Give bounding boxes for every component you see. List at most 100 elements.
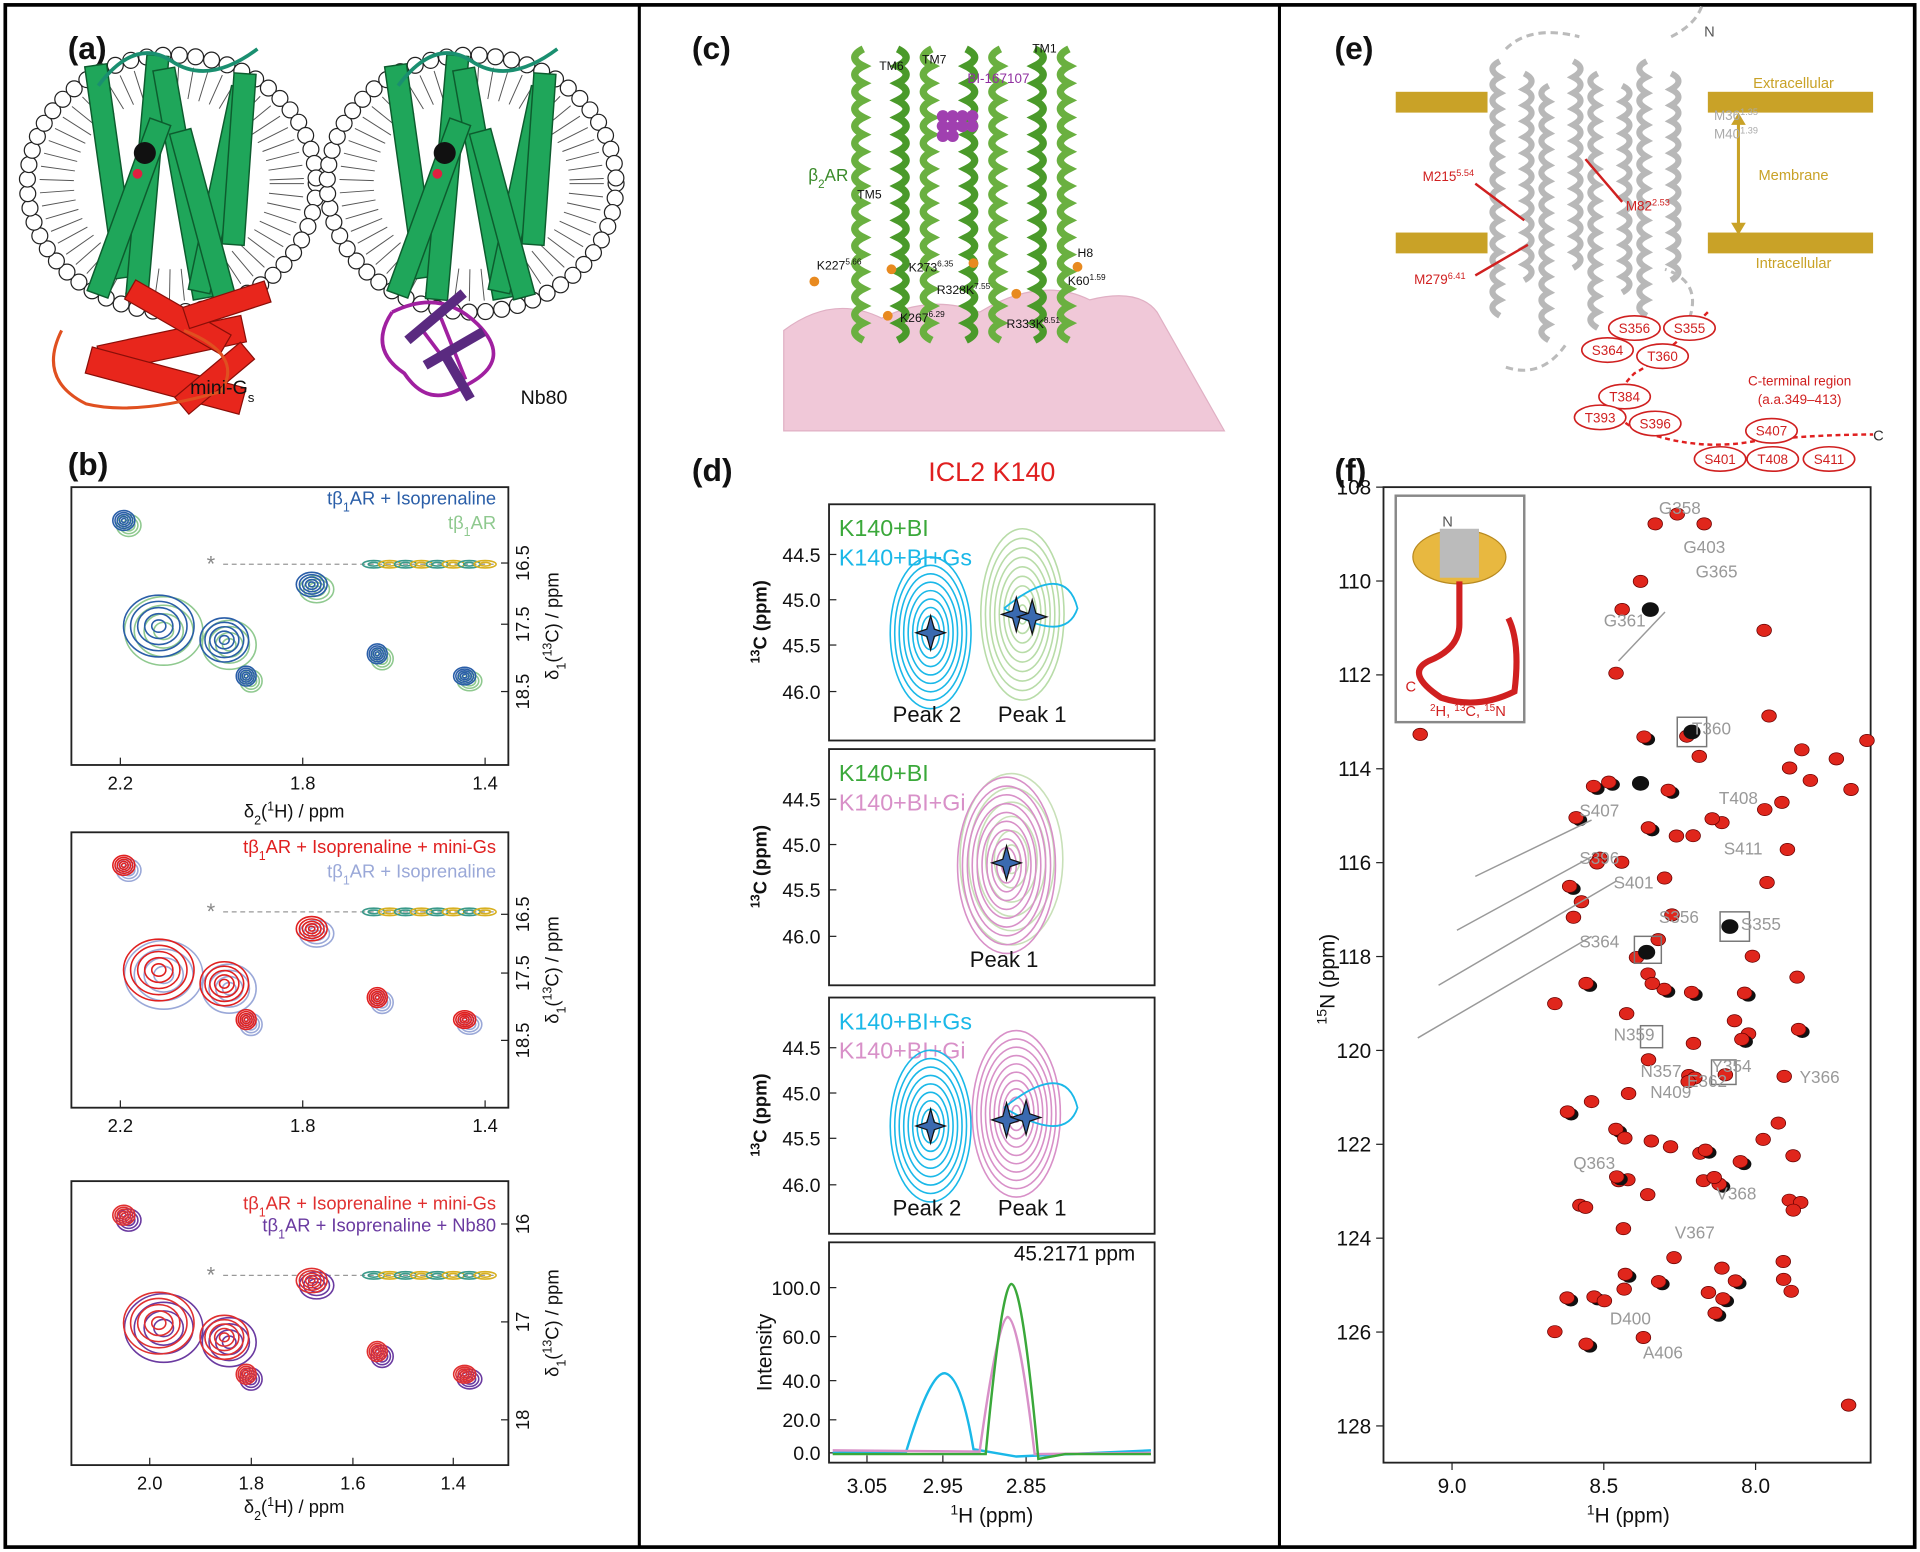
y-tick-label: 120 [1337,1040,1372,1063]
lipid-tail [39,189,75,194]
lipid-head [354,90,372,108]
trace-frame [828,1241,1156,1464]
site-marker [1628,410,1682,437]
site-marker [1662,314,1716,342]
legend-entry: K140+BI [839,760,929,786]
x-tick-label: 1.6 [340,1473,366,1494]
contour [237,1365,255,1383]
y-tick-label: 18.5 [512,674,533,710]
y-tick-label: 45.0 [782,590,820,612]
helix-label: TM5 [857,187,882,201]
ligand-atom [936,119,949,133]
peak-label: Y354 [1712,1056,1752,1076]
contour [204,621,245,659]
peak-label: S407 [1579,800,1619,820]
peak [1790,1022,1807,1036]
contour [898,572,963,693]
x-axis-label: δ2(1H) / ppm [244,800,345,828]
y-tick-label: 18.5 [512,1023,533,1059]
contour [889,1049,972,1203]
lipid-head [58,263,76,281]
lipid-tail [568,192,604,198]
lipid-head [493,300,511,318]
contour [893,564,968,702]
peak-label: N359 [1614,1024,1655,1044]
contour [208,625,240,654]
y-tick-label: 16.5 [512,896,533,932]
label-part: K60 [1068,274,1090,288]
lipid-head [318,170,336,188]
legend-entry: tβ1AR + Isoprenaline + mini-Gs [243,836,496,863]
contour [136,950,181,990]
lipid-tail [365,234,394,255]
label-part: ( [542,657,563,663]
peak [1789,970,1805,984]
contour [304,1274,319,1287]
plot-frame [70,486,510,766]
ligand-atom [432,168,443,179]
contour [235,1008,257,1031]
y-axis-label: δ1(13C) / ppm [541,572,569,679]
peak [1608,666,1624,680]
site-marker [1802,445,1856,473]
receptor-helix [1636,58,1654,319]
contour [374,994,381,1001]
y-tick-label: 44.5 [782,1038,820,1060]
peak [1666,1251,1682,1265]
residue-label: M401.39 [1714,125,1758,141]
peak-box [1719,911,1751,942]
y-axis-label: 13C (ppm) [749,1073,771,1156]
contour [239,1012,253,1027]
x-tick-label: 1.4 [472,1115,498,1136]
contour [971,802,1042,928]
lipid-tail [557,127,589,144]
contour [301,576,322,593]
peak [1596,1294,1613,1308]
contour [295,915,328,942]
label-part: ( [261,1496,267,1517]
label-part: 1 [555,663,569,670]
peak-label: G365 [1696,562,1738,582]
contour [241,671,251,681]
peak [1785,1149,1801,1163]
peak [1668,829,1685,843]
label-part: 1 [278,1227,285,1241]
contour [967,787,1056,932]
label-part: 5.54 [1456,168,1474,178]
peak-label: Peak 1 [970,947,1039,972]
lipid-tail [265,151,300,162]
contour [459,1015,470,1024]
peak [1785,1203,1802,1217]
lipid-tail [419,75,434,105]
lipid-tail [566,202,601,211]
label-part: 1 [267,1495,274,1509]
lipid-tail [269,177,304,181]
inset-tail [1415,581,1520,706]
outer-border [3,3,1917,1549]
contour [204,965,245,1003]
contour [243,1016,249,1023]
label-part: K267 [900,311,929,325]
contour [452,666,477,686]
site-marker [1598,383,1652,410]
peak [1683,724,1701,740]
panel-label: (a) [68,30,107,66]
lipid-head [538,284,556,302]
nanobody-strand [438,348,475,402]
label-part: K273 [909,261,938,275]
x-axis-label: δ2(1H) / ppm [244,1495,345,1523]
site-label: S356 [1619,321,1650,336]
contour [295,1267,328,1294]
contour [993,1071,1040,1157]
y-tick-label: 108 [1337,476,1372,499]
contour [461,1371,468,1377]
membrane-bar [1707,91,1874,113]
contour [372,649,383,659]
label-part: δ [542,1367,563,1377]
contour [998,566,1047,663]
label-part: 1 [555,1007,569,1014]
contour [374,1348,381,1355]
y-tick-label: 100.0 [771,1278,820,1300]
peak-center [914,613,948,653]
lipid-tail [357,226,388,244]
